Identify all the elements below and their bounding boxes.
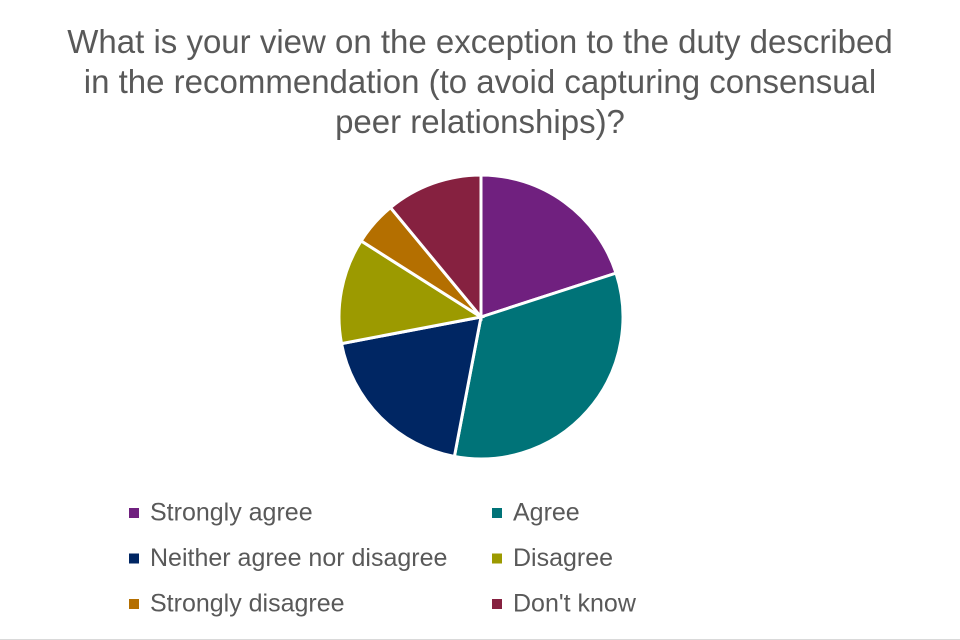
legend-label: Strongly disagree	[150, 590, 345, 618]
pie-slice	[388, 173, 483, 322]
legend-label: Agree	[513, 499, 580, 527]
legend-swatch	[492, 553, 502, 564]
pie-slice	[479, 173, 618, 320]
legend-label: Don't know	[513, 590, 637, 618]
legend-swatch	[492, 508, 502, 518]
legend-label: Strongly agree	[150, 499, 313, 527]
legend-label: Neither agree nor disagree	[150, 544, 447, 572]
legend-swatch	[129, 553, 139, 564]
pie-slice	[452, 271, 625, 461]
chart-title: What is your view on the exception to th…	[67, 23, 893, 140]
pie-slice	[339, 315, 483, 459]
pie-slice	[337, 238, 486, 346]
legend-label: Disagree	[513, 544, 613, 572]
legend-swatch	[492, 599, 502, 609]
legend-swatch	[129, 508, 139, 518]
legend-swatch	[129, 599, 139, 609]
